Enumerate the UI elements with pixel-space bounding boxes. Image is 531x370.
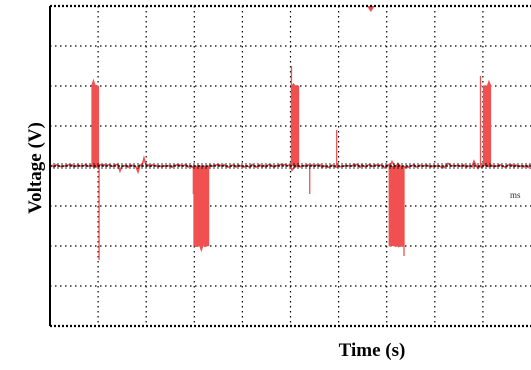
y-axis-label: Voltage (V) [25, 122, 46, 214]
trace-pulse [91, 86, 99, 166]
trace-pulse [193, 166, 209, 246]
trace-noise-edge [292, 83, 300, 86]
trace-noise-edge [483, 80, 491, 86]
plot-frame [50, 6, 531, 326]
time-unit-annotation: ms [510, 190, 521, 200]
trace-noise-edge [193, 246, 209, 252]
trace-pulse [389, 166, 404, 246]
trace-pulse [291, 86, 299, 166]
trace-pulse [483, 86, 491, 166]
x-axis-label: Time (s) [339, 340, 406, 361]
